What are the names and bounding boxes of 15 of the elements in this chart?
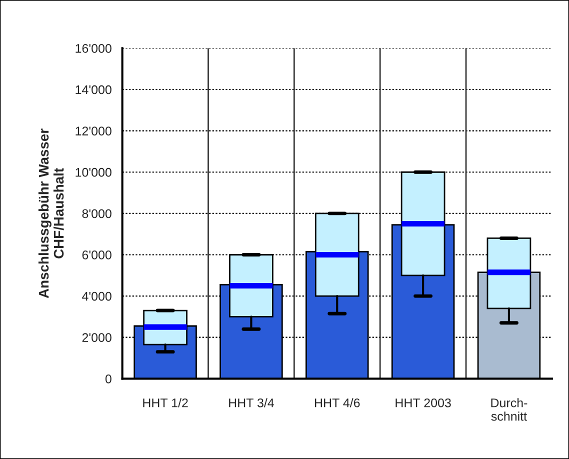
x-tick-label: HHT 2003	[396, 398, 451, 408]
y-tick-label: 12'000	[76, 126, 112, 136]
y-tick-label: 2'000	[82, 333, 112, 342]
y-axis-title: Anschlussgebühr Wasser CHF/Haushalt	[38, 128, 64, 298]
x-tick-label: HHT 3/4	[229, 398, 274, 408]
x-tick-label: Durch- schnitt	[491, 398, 528, 421]
y-tick-label: 6'000	[82, 250, 112, 260]
y-tick-label: 14'000	[76, 85, 112, 94]
y-tick-label: 0	[105, 374, 112, 384]
x-tick-label: HHT 4/6	[315, 398, 360, 408]
y-tick-label: 4'000	[82, 292, 112, 301]
y-tick-label: 10'000	[76, 168, 112, 177]
x-tick-label: HHT 1/2	[143, 398, 188, 408]
y-tick-label: 16'000	[76, 44, 112, 53]
y-tick-label: 8'000	[82, 209, 112, 218]
